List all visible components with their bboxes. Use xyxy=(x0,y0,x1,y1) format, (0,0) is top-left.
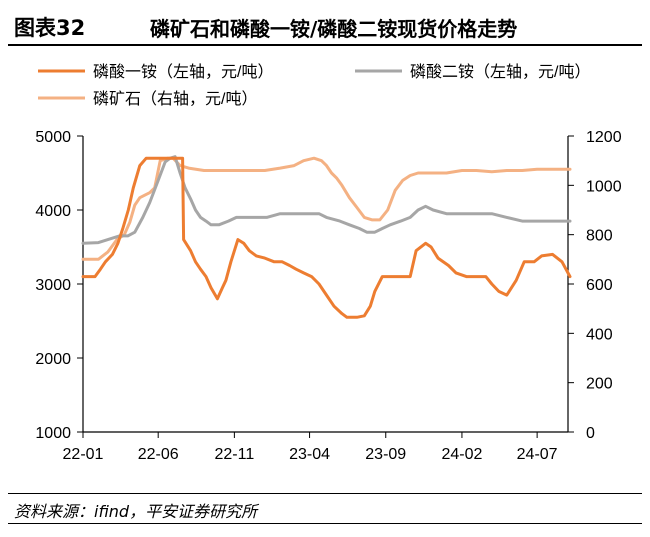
legend-label-3: 磷矿石（右轴，元/吨） xyxy=(93,90,257,108)
left-tick-label: 4000 xyxy=(35,203,71,220)
x-tick-label: 23-04 xyxy=(289,446,330,463)
right-tick-label: 0 xyxy=(586,425,595,442)
figure-number: 图表32 xyxy=(14,16,86,40)
left-tick-label: 1000 xyxy=(35,425,71,442)
series-line-1 xyxy=(81,156,572,319)
right-tick-label: 600 xyxy=(586,277,613,294)
left-tick-label: 5000 xyxy=(35,129,71,146)
title-bar: 图表32 磷矿石和磷酸一铵/磷酸二铵现货价格走势 xyxy=(8,6,642,46)
x-tick-label: 23-09 xyxy=(365,446,406,463)
legend-label-2: 磷酸二铵（左轴，元/吨） xyxy=(410,63,590,81)
right-tick-label: 200 xyxy=(586,376,613,393)
x-tick-label: 24-02 xyxy=(441,446,482,463)
series-line-2 xyxy=(81,155,572,245)
right-tick-label: 1200 xyxy=(586,129,622,146)
left-tick-label: 3000 xyxy=(35,277,71,294)
x-tick-label: 22-06 xyxy=(138,446,179,463)
x-tick-label: 22-01 xyxy=(63,446,104,463)
chart-title: 磷矿石和磷酸一铵/磷酸二铵现货价格走势 xyxy=(150,17,518,41)
source-note: 资料来源：ifind，平安证券研究所 xyxy=(14,502,258,521)
legend-label-1: 磷酸一铵（左轴，元/吨） xyxy=(93,63,273,81)
footer-divider-top xyxy=(8,493,642,494)
footer-divider-bottom xyxy=(8,523,642,524)
right-tick-label: 1000 xyxy=(586,178,622,195)
right-tick-label: 800 xyxy=(586,228,613,245)
left-tick-label: 2000 xyxy=(35,351,71,368)
right-tick-label: 400 xyxy=(586,326,613,343)
series-line-3 xyxy=(81,156,572,261)
x-tick-label: 22-11 xyxy=(215,446,255,463)
x-tick-label: 24-07 xyxy=(517,446,558,463)
